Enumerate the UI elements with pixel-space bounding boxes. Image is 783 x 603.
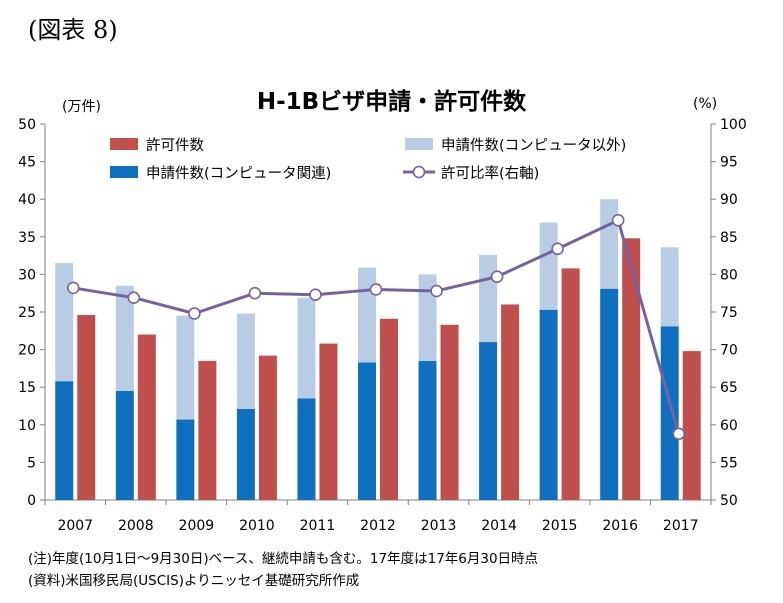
bar-non-computer — [55, 263, 74, 382]
ratio-point — [309, 288, 322, 302]
x-tick-label: 2009 — [179, 518, 215, 534]
right-tick-label: 85 — [720, 230, 738, 246]
bar-permitted — [440, 324, 459, 500]
x-tick-label: 2013 — [421, 518, 457, 534]
bar-computer-related — [236, 409, 255, 500]
legend-swatch — [110, 138, 138, 150]
bar-permitted — [501, 304, 520, 500]
x-tick-label: 2007 — [57, 518, 93, 534]
legend-label: 許可比率(右軸) — [441, 165, 539, 182]
ratio-point — [490, 270, 504, 283]
x-tick-label: 2017 — [663, 518, 699, 534]
right-tick-label: 55 — [720, 455, 738, 471]
x-tick-label: 2016 — [602, 518, 638, 534]
bar-permitted — [258, 355, 277, 500]
right-tick-label: 100 — [720, 117, 747, 133]
bar-computer-related — [297, 398, 316, 500]
bar-non-computer — [418, 274, 437, 361]
bar-computer-related — [55, 381, 74, 500]
right-tick-label: 60 — [720, 418, 738, 434]
bar-non-computer — [600, 199, 619, 289]
right-tick-label: 70 — [720, 343, 738, 359]
source-line: (資料)米国移民局(USCIS)よりニッセイ基礎研究所作成 — [28, 573, 360, 589]
ratio-point — [369, 283, 383, 296]
ratio-point — [127, 291, 141, 305]
legend-label: 申請件数(コンピュータ関連) — [146, 165, 331, 182]
ratio-point — [672, 427, 686, 441]
axes-group: 0 5 10 15 20 25 30 35 40 45 50 50 55 60 65 70 75 80 85 90 95… — [18, 117, 747, 534]
figure-label: (図表 8) — [28, 16, 118, 44]
ratio-point — [611, 213, 625, 227]
bar-permitted — [137, 334, 156, 500]
legend-swatch-marker — [412, 165, 426, 179]
bar-non-computer — [660, 247, 679, 327]
bar-permitted — [77, 315, 96, 500]
legend-label: 許可件数 — [146, 137, 204, 154]
left-tick-label: 5 — [27, 455, 36, 471]
bar-computer-related — [115, 390, 134, 500]
bar-computer-related — [660, 326, 679, 500]
x-tick-label: 2015 — [542, 518, 578, 534]
left-tick-label: 20 — [18, 343, 36, 359]
bar-non-computer — [176, 315, 195, 420]
bar-computer-related — [418, 360, 437, 500]
bar-computer-related — [176, 419, 195, 500]
bar-permitted — [380, 318, 398, 500]
right-tick-label: 65 — [720, 380, 738, 396]
left-tick-label: 0 — [27, 493, 36, 509]
x-tick-label: 2011 — [300, 518, 336, 534]
note-line: (注)年度(10月1日～9月30日)ベース、継続申請も含む。17年度は17年6月… — [28, 551, 539, 567]
left-tick-label: 10 — [18, 418, 36, 434]
legend-swatch — [110, 166, 138, 178]
left-axis-unit: (万件) — [62, 99, 101, 115]
bar-non-computer — [479, 254, 498, 343]
ratio-point — [248, 286, 262, 300]
x-tick-label: 2008 — [118, 518, 154, 534]
right-axis-unit: (%) — [693, 96, 718, 112]
bar-non-computer — [115, 285, 134, 391]
left-tick-label: 50 — [18, 117, 36, 133]
legend: 許可件数 申請件数(コンピュータ以外) 申請件数(コンピュータ関連) 許可比率(右軸) — [110, 137, 626, 182]
bar-non-computer — [236, 313, 255, 410]
ratio-point — [430, 284, 443, 298]
x-tick-label: 2012 — [360, 518, 396, 534]
bar-computer-related — [539, 309, 558, 500]
left-tick-label: 30 — [18, 267, 36, 283]
bar-non-computer — [358, 267, 376, 363]
bar-permitted — [198, 360, 217, 500]
left-tick-label: 15 — [18, 380, 36, 396]
left-tick-label: 45 — [18, 155, 36, 171]
bars-group — [55, 199, 701, 500]
right-tick-label: 90 — [720, 192, 738, 208]
legend-label: 申請件数(コンピュータ以外) — [441, 137, 626, 154]
bar-permitted — [622, 238, 641, 500]
x-tick-label: 2014 — [481, 518, 517, 534]
ratio-point — [66, 281, 80, 295]
x-tick-label: 2010 — [239, 518, 275, 534]
ratio-point — [188, 307, 201, 320]
notes: (注)年度(10月1日～9月30日)ベース、継続申請も含む。17年度は17年6月… — [28, 548, 538, 592]
left-tick-label: 25 — [18, 305, 36, 321]
right-tick-label: 95 — [720, 155, 738, 171]
left-tick-label: 40 — [18, 192, 36, 208]
ratio-line — [73, 218, 681, 435]
chart-title: H-1Bビザ申請・許可件数 — [256, 89, 527, 115]
bar-non-computer — [297, 297, 316, 399]
bar-permitted — [682, 351, 701, 500]
bar-computer-related — [358, 362, 376, 500]
left-tick-label: 35 — [18, 230, 36, 246]
bar-computer-related — [600, 288, 619, 500]
bar-computer-related — [479, 342, 498, 500]
bar-permitted — [319, 343, 338, 500]
right-tick-label: 75 — [720, 305, 738, 321]
legend-swatch — [405, 138, 433, 150]
right-tick-label: 50 — [720, 493, 738, 509]
bar-non-computer — [539, 222, 558, 310]
right-tick-label: 80 — [720, 267, 738, 283]
bar-permitted — [561, 268, 580, 500]
ratio-point — [551, 242, 564, 256]
ratio-line-group — [66, 213, 686, 441]
